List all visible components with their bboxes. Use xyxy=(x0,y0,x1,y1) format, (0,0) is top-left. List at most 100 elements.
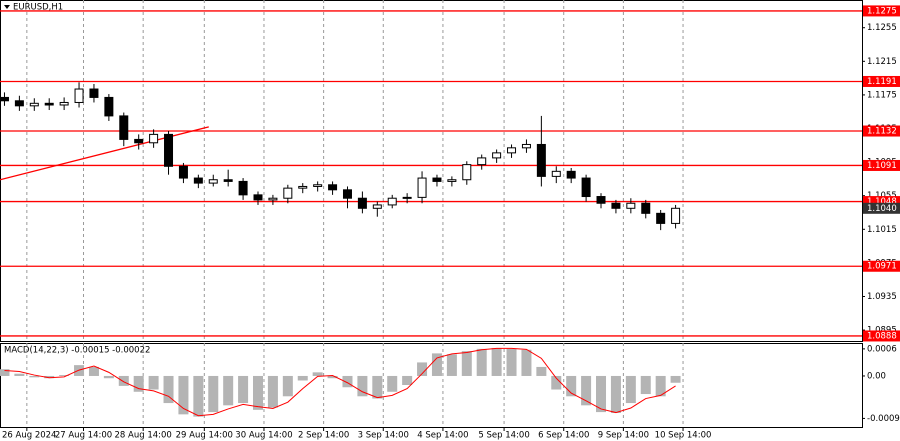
macd-bar xyxy=(223,375,234,406)
candle-body xyxy=(178,165,188,179)
candle-body xyxy=(566,170,576,179)
level-label: 1.0888 xyxy=(867,331,897,341)
macd-frame xyxy=(0,343,863,428)
candle-body xyxy=(313,184,323,187)
y-tick-label: 0.0006 xyxy=(867,344,897,354)
macd-bar xyxy=(342,375,353,388)
level-label: 1.1091 xyxy=(867,161,897,171)
macd-bar xyxy=(461,351,472,376)
candle-body xyxy=(29,102,39,107)
candle-body xyxy=(357,197,367,209)
candle-body xyxy=(268,197,278,201)
chart-title: EURUSD,H1 xyxy=(13,3,63,13)
macd-bar xyxy=(327,375,338,379)
x-tick-label: 26 Aug 2024 xyxy=(2,431,56,441)
macd-bar xyxy=(267,375,278,408)
level-tag xyxy=(863,330,900,342)
macd-bar xyxy=(148,375,159,390)
level-label: 1.1191 xyxy=(867,77,897,87)
candle-body xyxy=(521,143,531,149)
price-frame xyxy=(0,0,863,342)
last-price-tag xyxy=(863,202,900,214)
macd-bar xyxy=(133,375,144,392)
level-label: 1.1048 xyxy=(867,197,897,207)
x-tick-label: 28 Aug 14:00 xyxy=(115,431,172,441)
symbol-icon xyxy=(4,5,10,9)
macd-bar xyxy=(551,375,562,390)
macd-bar xyxy=(59,375,70,376)
candle-body xyxy=(0,96,9,102)
x-tick-label: 29 Aug 14:00 xyxy=(176,431,233,441)
candle-body xyxy=(119,115,129,140)
candle-body xyxy=(253,194,263,201)
level-tag xyxy=(863,260,900,272)
macd-bar xyxy=(44,375,55,379)
macd-bar xyxy=(312,372,323,376)
macd-bar xyxy=(178,375,189,415)
x-tick-label: 27 Aug 14:00 xyxy=(55,431,112,441)
macd-bar xyxy=(596,375,607,413)
x-tick-label: 3 Sep 14:00 xyxy=(358,431,409,441)
level-tag xyxy=(863,5,900,17)
level-tag xyxy=(863,159,900,171)
candle-body xyxy=(164,133,174,167)
level-tag xyxy=(863,125,900,137)
macd-bar xyxy=(88,366,99,376)
x-tick-label: 10 Sep 14:00 xyxy=(655,431,712,441)
macd-bar xyxy=(417,362,428,376)
macd-bar xyxy=(506,348,517,376)
macd-bar xyxy=(625,375,636,404)
macd-bar xyxy=(446,354,457,376)
candle-body xyxy=(447,179,457,182)
macd-bar xyxy=(387,375,398,392)
candle-body xyxy=(208,179,218,184)
macd-bar xyxy=(610,375,621,413)
macd-bar xyxy=(566,375,577,397)
candle-body xyxy=(342,189,352,199)
y-tick-label: 1.1215 xyxy=(867,57,897,67)
candle-body xyxy=(89,88,99,98)
macd-bar xyxy=(163,375,174,404)
macd-bar xyxy=(357,375,368,397)
candle-body xyxy=(507,147,517,154)
macd-bar xyxy=(431,353,442,376)
level-tag xyxy=(863,196,900,208)
macd-bar xyxy=(476,348,487,376)
signal-line xyxy=(4,347,676,417)
candle-body xyxy=(193,177,203,184)
candle-body xyxy=(298,185,308,189)
macd-bar xyxy=(670,375,681,383)
macd-bar xyxy=(402,375,413,385)
y-tick-label: 1.1175 xyxy=(867,90,897,100)
candle-body xyxy=(492,152,502,159)
macd-bar xyxy=(282,375,293,397)
candle-body xyxy=(596,196,606,204)
x-tick-label: 30 Aug 14:00 xyxy=(235,431,292,441)
candle-body xyxy=(44,102,54,106)
candle-body xyxy=(59,101,69,106)
macd-title: MACD(14,22,3) -0.00015 -0.00022 xyxy=(4,346,150,356)
macd-bar xyxy=(208,375,219,413)
macd-bar xyxy=(0,369,10,376)
macd-bar xyxy=(253,375,264,410)
candle-body xyxy=(536,143,546,177)
candle-body xyxy=(238,180,248,196)
candle-body xyxy=(14,100,24,107)
x-tick-label: 4 Sep 14:00 xyxy=(417,431,468,441)
candle-body xyxy=(372,204,382,209)
macd-bar xyxy=(14,373,25,376)
x-tick-label: 2 Sep 14:00 xyxy=(298,431,349,441)
level-label: 1.0971 xyxy=(867,262,897,272)
x-tick-label: 6 Sep 14:00 xyxy=(538,431,589,441)
macd-bar xyxy=(193,375,204,417)
candle-body xyxy=(641,202,651,214)
macd-bar xyxy=(536,366,547,376)
macd-bar xyxy=(29,375,40,378)
macd-bar xyxy=(491,347,502,376)
y-tick-label: 1.1255 xyxy=(867,23,897,33)
candle-body xyxy=(656,212,666,224)
candle-body xyxy=(74,88,84,103)
macd-bar xyxy=(521,349,532,376)
